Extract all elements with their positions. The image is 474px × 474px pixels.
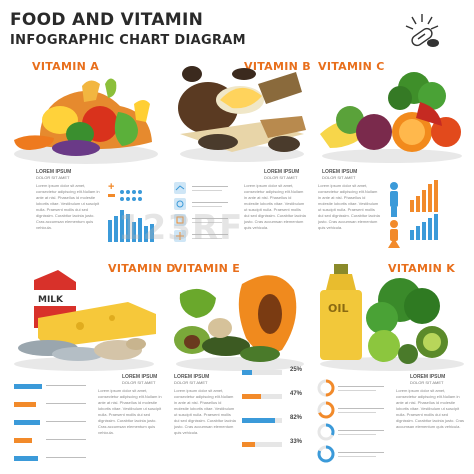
bar-82 bbox=[242, 418, 275, 423]
percent-label-3: 82% bbox=[290, 415, 303, 421]
vitamin-k-body-text: Lorem ipsum dolor sit amet, consectetur … bbox=[396, 388, 465, 429]
vitamin-b-food-illustration bbox=[178, 66, 306, 162]
percent-label-4: 33% bbox=[290, 439, 303, 445]
page-subtitle: INFOGRAPHIC CHART DIAGRAM bbox=[10, 33, 246, 48]
bar-33 bbox=[242, 442, 255, 447]
vitamin-c-food-illustration bbox=[320, 72, 462, 163]
vitamin-k-lorem-title: LOREM IPSUM bbox=[410, 374, 446, 380]
vitamin-d-lorem-sub: DOLOR SIT AMET bbox=[122, 380, 156, 385]
vitamin-d-mini-chart bbox=[14, 384, 86, 461]
vitamin-b-lorem-sub: DOLOR SIT AMET bbox=[264, 175, 298, 180]
vitamin-c-lorem-title: LOREM IPSUM bbox=[322, 169, 358, 175]
vitamin-k-lorem-sub: DOLOR SIT AMET bbox=[410, 380, 444, 385]
vitamin-a-mini-chart: + bbox=[108, 181, 154, 242]
vitamin-a-body-text: Lorem ipsum dolor sit amet, consectetur … bbox=[36, 183, 100, 230]
oil-bottle-label: OIL bbox=[328, 302, 348, 315]
vitamin-c-title: VITAMIN C bbox=[318, 60, 385, 73]
vitamin-a-food-illustration bbox=[14, 78, 158, 164]
medicine-logo-icon bbox=[405, 14, 439, 47]
milk-carton-label: MILK bbox=[38, 295, 64, 305]
vitamin-d-title: VITAMIN D bbox=[108, 262, 176, 275]
vitamin-a-lorem-title: LOREM IPSUM bbox=[36, 169, 72, 175]
vitamin-d-lorem-title: LOREM IPSUM bbox=[122, 374, 158, 380]
svg-text:+: + bbox=[108, 181, 114, 193]
page-title: FOOD AND VITAMIN bbox=[10, 10, 204, 30]
vitamin-d-food-illustration: MILK bbox=[14, 270, 156, 371]
vitamin-b-mini-chart bbox=[174, 182, 228, 242]
vitamin-b-body-text: Lorem ipsum dolor sit amet, consectetur … bbox=[244, 183, 306, 230]
vitamin-a-lorem-sub: DOLOR SIT AMET bbox=[36, 175, 70, 180]
vitamin-c-mini-chart bbox=[388, 180, 438, 248]
vitamin-e-food-illustration bbox=[174, 275, 304, 371]
title-block: FOOD AND VITAMIN INFOGRAPHIC CHART DIAGR… bbox=[10, 10, 310, 51]
vitamin-k-food-illustration: OIL bbox=[320, 264, 464, 371]
vitamin-e-percentage-bars bbox=[242, 370, 282, 447]
vitamin-e-body-text: Lorem ipsum dolor sit amet, consectetur … bbox=[174, 388, 236, 435]
vitamin-c-lorem-sub: DOLOR SIT AMET bbox=[322, 175, 356, 180]
percent-label-1: 25% bbox=[290, 367, 303, 373]
vitamin-e-title: VITAMIN E bbox=[174, 262, 241, 275]
bar-47 bbox=[242, 394, 261, 399]
bar-25 bbox=[242, 370, 252, 375]
vitamin-k-donut-charts bbox=[317, 379, 384, 463]
vitamin-b-lorem-title: LOREM IPSUM bbox=[264, 169, 300, 175]
vitamin-b-title: VITAMIN B bbox=[244, 60, 311, 73]
vitamin-a-title: VITAMIN A bbox=[32, 60, 100, 73]
vitamin-e-lorem-title: LOREM IPSUM bbox=[174, 374, 210, 380]
vitamin-k-title: VITAMIN K bbox=[388, 262, 456, 275]
watermark: 123RF bbox=[118, 208, 244, 248]
vitamin-d-body-text: Lorem ipsum dolor sit amet, consectetur … bbox=[98, 388, 162, 435]
percent-label-2: 47% bbox=[290, 391, 303, 397]
vitamin-e-lorem-sub: DOLOR SIT AMET bbox=[174, 380, 208, 385]
vitamin-c-body-text: Lorem ipsum dolor sit amet, consectetur … bbox=[318, 183, 380, 230]
